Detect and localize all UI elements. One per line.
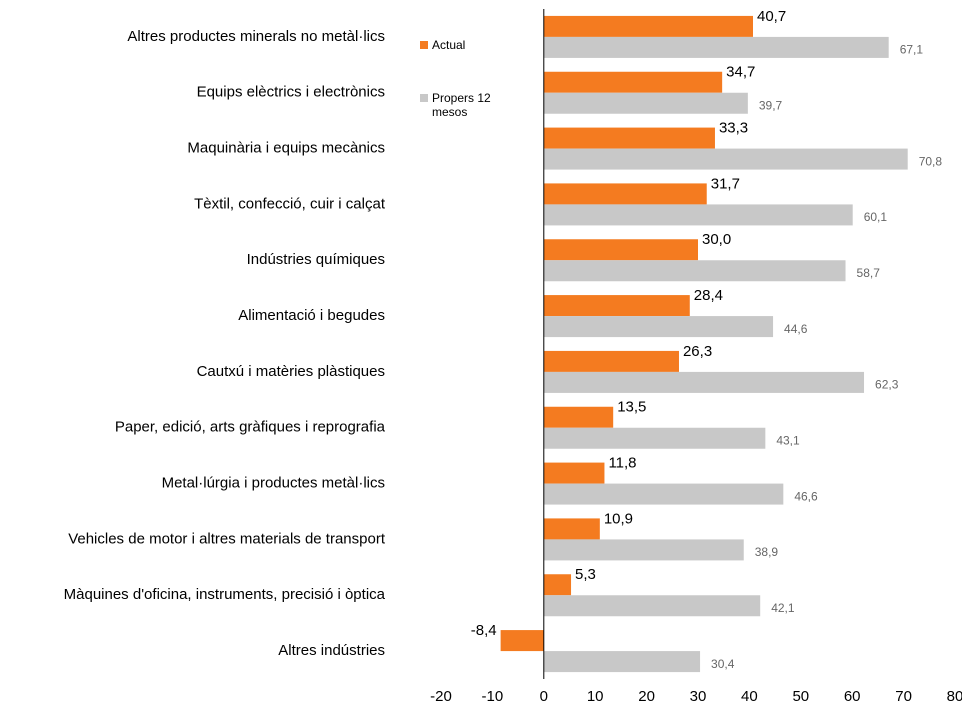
value-label: 44,6	[784, 322, 808, 336]
legend-item: Actual	[420, 38, 510, 52]
x-tick-label: 40	[741, 688, 758, 705]
x-tick-label: -20	[430, 688, 452, 705]
value-label: 58,7	[857, 266, 881, 280]
bar	[543, 71, 723, 93]
bar	[543, 651, 701, 673]
value-label: 30,4	[711, 657, 735, 671]
bar	[543, 595, 761, 617]
legend-label: Propers 12 mesos	[432, 91, 491, 119]
y-tick-label: Equips elèctrics i electrònics	[197, 84, 385, 101]
value-label: 40,7	[757, 8, 786, 25]
value-label: 34,7	[726, 64, 755, 81]
bar	[543, 92, 748, 114]
value-label: 5,3	[575, 566, 596, 583]
value-label: 28,4	[694, 287, 723, 304]
x-tick-label: -10	[482, 688, 504, 705]
bar	[543, 574, 572, 596]
bar	[543, 239, 698, 261]
bar	[543, 148, 908, 170]
bar	[543, 371, 865, 393]
value-label: 13,5	[617, 399, 646, 416]
x-tick-label: 70	[895, 688, 912, 705]
bar	[543, 15, 753, 37]
value-label: 10,9	[604, 510, 633, 527]
y-tick-label: Altres indústries	[278, 642, 385, 659]
y-tick-label: Tèxtil, confecció, cuir i calçat	[194, 195, 386, 212]
y-tick-label: Alimentació i begudes	[238, 307, 385, 324]
bar	[543, 406, 614, 428]
value-label: 42,1	[771, 601, 795, 615]
value-label: 39,7	[759, 98, 783, 112]
value-label: 46,6	[794, 489, 818, 503]
value-label: 33,3	[719, 120, 748, 137]
value-label: 60,1	[864, 210, 888, 224]
value-label: 67,1	[900, 43, 924, 57]
bar	[543, 36, 889, 58]
x-tick-label: 80	[947, 688, 962, 705]
legend-item: Propers 12 mesos	[420, 91, 510, 119]
legend-swatch	[420, 94, 428, 102]
y-tick-label: Cautxú i matèries plàstiques	[197, 363, 385, 380]
legend-label: Actual	[432, 38, 466, 52]
value-label: 38,9	[755, 545, 779, 559]
bar	[543, 483, 784, 505]
x-tick-label: 50	[792, 688, 809, 705]
bar	[543, 539, 744, 561]
value-label: 70,8	[919, 154, 943, 168]
value-label: 26,3	[683, 343, 712, 360]
x-tick-label: 60	[844, 688, 861, 705]
y-tick-label: Vehicles de motor i altres materials de …	[68, 530, 386, 547]
bar	[543, 518, 600, 540]
y-tick-label: Maquinària i equips mecànics	[187, 140, 385, 157]
value-label: 31,7	[711, 175, 740, 192]
x-tick-label: 20	[638, 688, 655, 705]
legend-swatch	[420, 41, 428, 49]
value-label: 62,3	[875, 378, 899, 392]
y-tick-label: Màquines d'oficina, instruments, precisi…	[64, 586, 386, 603]
bar	[543, 350, 679, 372]
x-tick-label: 0	[540, 688, 548, 705]
value-label: 43,1	[776, 433, 800, 447]
bar	[543, 183, 707, 205]
y-tick-label: Altres productes minerals no metàl·lics	[127, 28, 385, 45]
y-tick-label: Indústries químiques	[247, 251, 385, 268]
bar	[543, 427, 766, 449]
bar	[543, 462, 605, 484]
y-tick-label: Metal·lúrgia i productes metàl·lics	[162, 475, 385, 492]
y-tick-label: Paper, edició, arts gràfiques i reprogra…	[115, 419, 386, 436]
bar	[543, 260, 846, 282]
x-tick-label: 30	[690, 688, 707, 705]
value-label: -8,4	[471, 622, 497, 639]
bar	[543, 316, 774, 338]
bar	[543, 204, 853, 226]
value-label: 11,8	[608, 455, 636, 472]
bar	[500, 630, 544, 652]
bar	[543, 295, 690, 317]
value-label: 30,0	[702, 231, 731, 248]
x-tick-label: 10	[587, 688, 604, 705]
bar	[543, 127, 715, 149]
